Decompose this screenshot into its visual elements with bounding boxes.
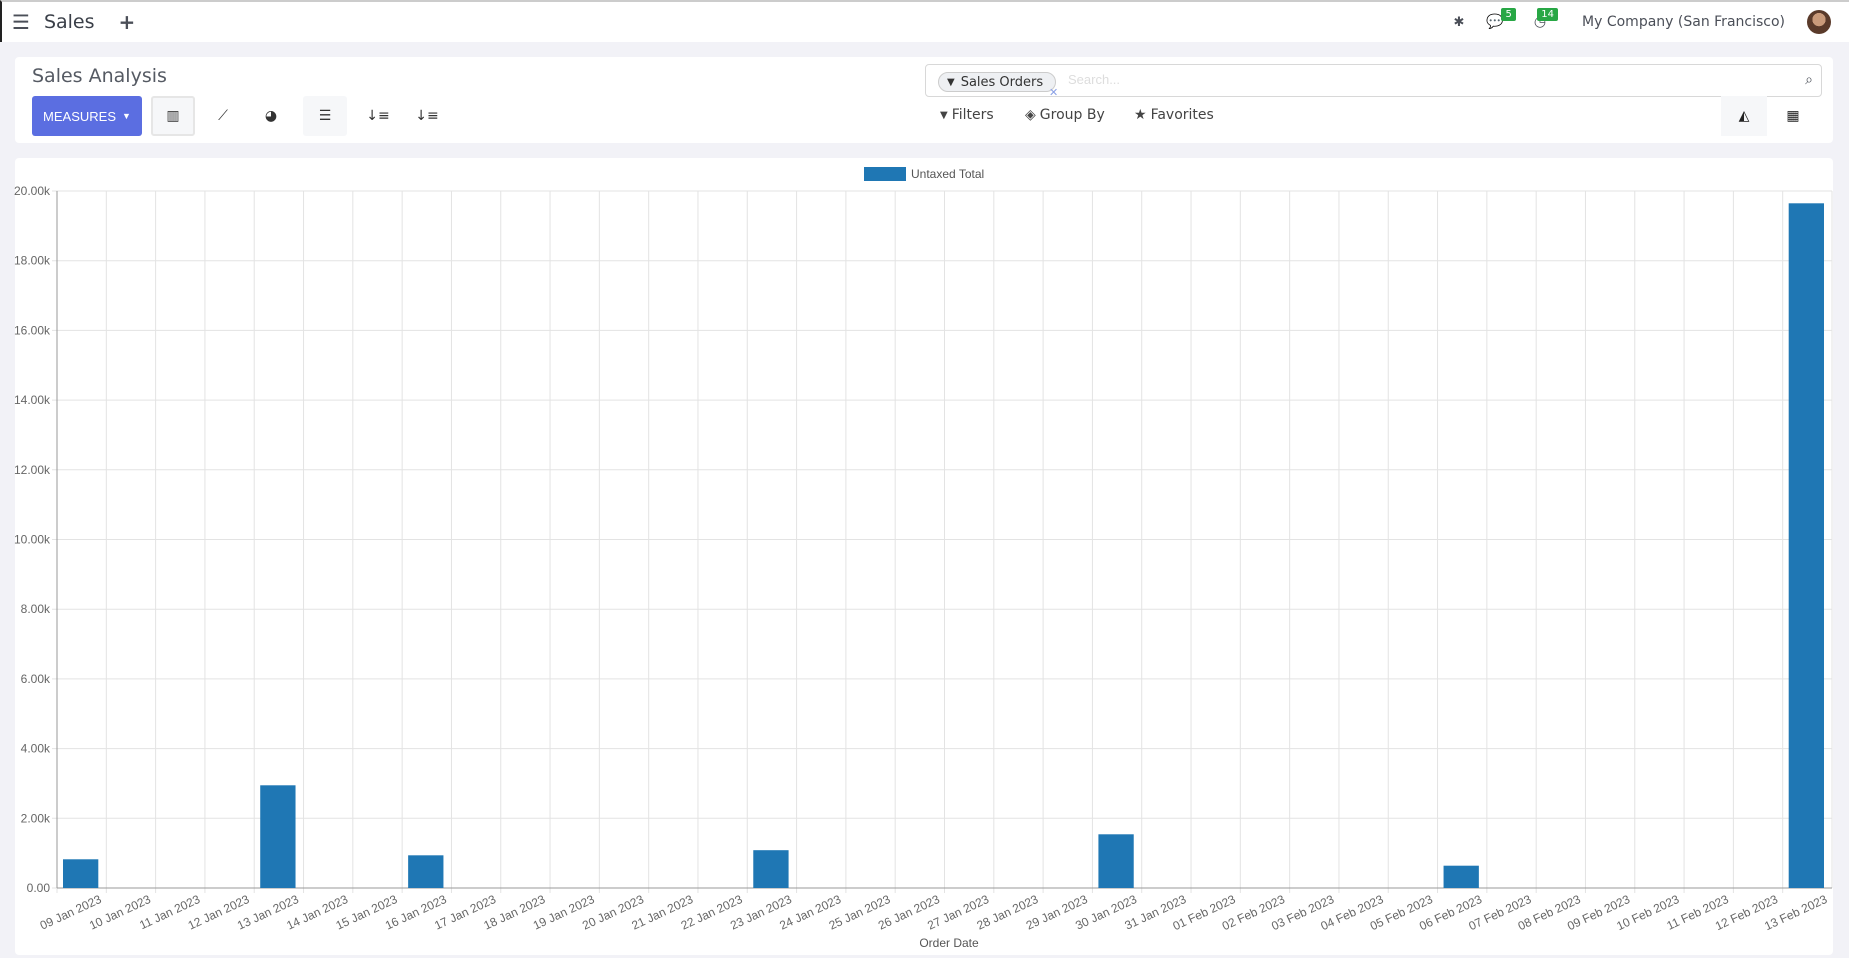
plus-icon[interactable]: + — [118, 10, 136, 34]
favorites-dropdown[interactable]: ★ Favorites — [1134, 107, 1214, 123]
sort-ascending-icon: ↓≡ — [415, 108, 439, 124]
search-bar: ▼ Sales Orders ✕ ⌕ — [925, 64, 1822, 99]
remove-facet-icon[interactable]: ✕ — [1049, 86, 1059, 99]
filters-label: Filters — [951, 107, 994, 123]
area-chart-icon: ◭ — [1738, 108, 1750, 124]
y-tick-label: 0.00 — [27, 881, 51, 895]
y-tick-label: 20.00k — [14, 184, 51, 198]
pie-chart-icon: ◕ — [264, 108, 278, 124]
pivot-view-button[interactable]: ▦ — [1770, 96, 1816, 136]
control-panel: Sales Analysis MEASURES ▼ ▥ ⟋ ◕ ☰ ↓≡ ↓≡ ▼… — [15, 57, 1833, 143]
favorites-label: Favorites — [1150, 107, 1214, 123]
clock-icon[interactable]: ◷ 14 — [1534, 8, 1559, 30]
group-by-label: Group By — [1039, 107, 1105, 123]
messages-icon[interactable]: 💬 5 — [1486, 8, 1516, 30]
bar — [63, 859, 99, 888]
star-icon: ★ — [1134, 107, 1147, 123]
line-chart-button[interactable]: ⟋ — [201, 96, 245, 136]
y-tick-label: 4.00k — [21, 742, 51, 756]
bar-chart-button[interactable]: ▥ — [151, 96, 195, 136]
bar — [260, 785, 296, 888]
y-tick-label: 10.00k — [14, 533, 51, 547]
search-input[interactable] — [1066, 71, 1666, 88]
filters-dropdown[interactable]: ▼ Filters — [940, 107, 994, 123]
database-icon: ☰ — [318, 108, 332, 124]
table-icon: ▦ — [1786, 108, 1800, 124]
group-by-dropdown[interactable]: ◈ Group By — [1025, 107, 1105, 123]
caret-down-icon: ▼ — [122, 111, 131, 121]
sort-descending-button[interactable]: ↓≡ — [356, 96, 400, 136]
bug-icon[interactable]: ✱ — [1453, 14, 1465, 30]
line-chart-icon: ⟋ — [218, 108, 228, 124]
y-tick-label: 6.00k — [21, 672, 51, 686]
company-switcher[interactable]: My Company (San Francisco) — [1582, 14, 1785, 30]
bar-chart-icon: ▥ — [166, 108, 180, 124]
bar — [408, 855, 444, 888]
layers-icon: ◈ — [1025, 107, 1036, 123]
facet-label: Sales Orders — [960, 74, 1044, 90]
search-facet: ▼ Sales Orders — [938, 72, 1057, 92]
top-navbar: ☰ Sales + ✱ 💬 5 ◷ 14 My Company (San Franc… — [0, 0, 1849, 42]
bar — [1098, 834, 1134, 888]
bar — [1443, 865, 1479, 888]
avatar[interactable] — [1807, 10, 1831, 34]
legend-swatch — [864, 167, 906, 181]
legend-label: Untaxed Total — [911, 167, 984, 181]
y-tick-label: 18.00k — [14, 254, 51, 268]
bar — [1788, 203, 1824, 888]
stacked-button[interactable]: ☰ — [303, 96, 347, 136]
y-tick-label: 12.00k — [14, 463, 51, 477]
measures-label: MEASURES — [43, 108, 117, 124]
graph-view-button[interactable]: ◭ — [1721, 96, 1767, 136]
filter-icon: ▼ — [947, 76, 955, 88]
filter-icon: ▼ — [940, 109, 948, 121]
measures-button[interactable]: MEASURES ▼ — [32, 96, 142, 136]
activities-badge: 14 — [1537, 8, 1559, 21]
search-icon[interactable]: ⌕ — [1805, 72, 1813, 88]
x-axis-title: Order Date — [919, 936, 979, 950]
menu-icon[interactable]: ☰ — [12, 10, 30, 34]
bar — [753, 850, 789, 888]
messages-badge: 5 — [1501, 8, 1516, 21]
y-tick-label: 2.00k — [21, 811, 51, 825]
page-title: Sales Analysis — [32, 65, 167, 87]
pie-chart-button[interactable]: ◕ — [249, 96, 293, 136]
y-tick-label: 14.00k — [14, 393, 51, 407]
sort-ascending-button[interactable]: ↓≡ — [405, 96, 449, 136]
y-tick-label: 16.00k — [14, 323, 51, 337]
chart-card — [15, 158, 1833, 955]
sort-descending-icon: ↓≡ — [366, 108, 390, 124]
app-name[interactable]: Sales — [43, 11, 95, 33]
y-tick-label: 8.00k — [21, 602, 51, 616]
